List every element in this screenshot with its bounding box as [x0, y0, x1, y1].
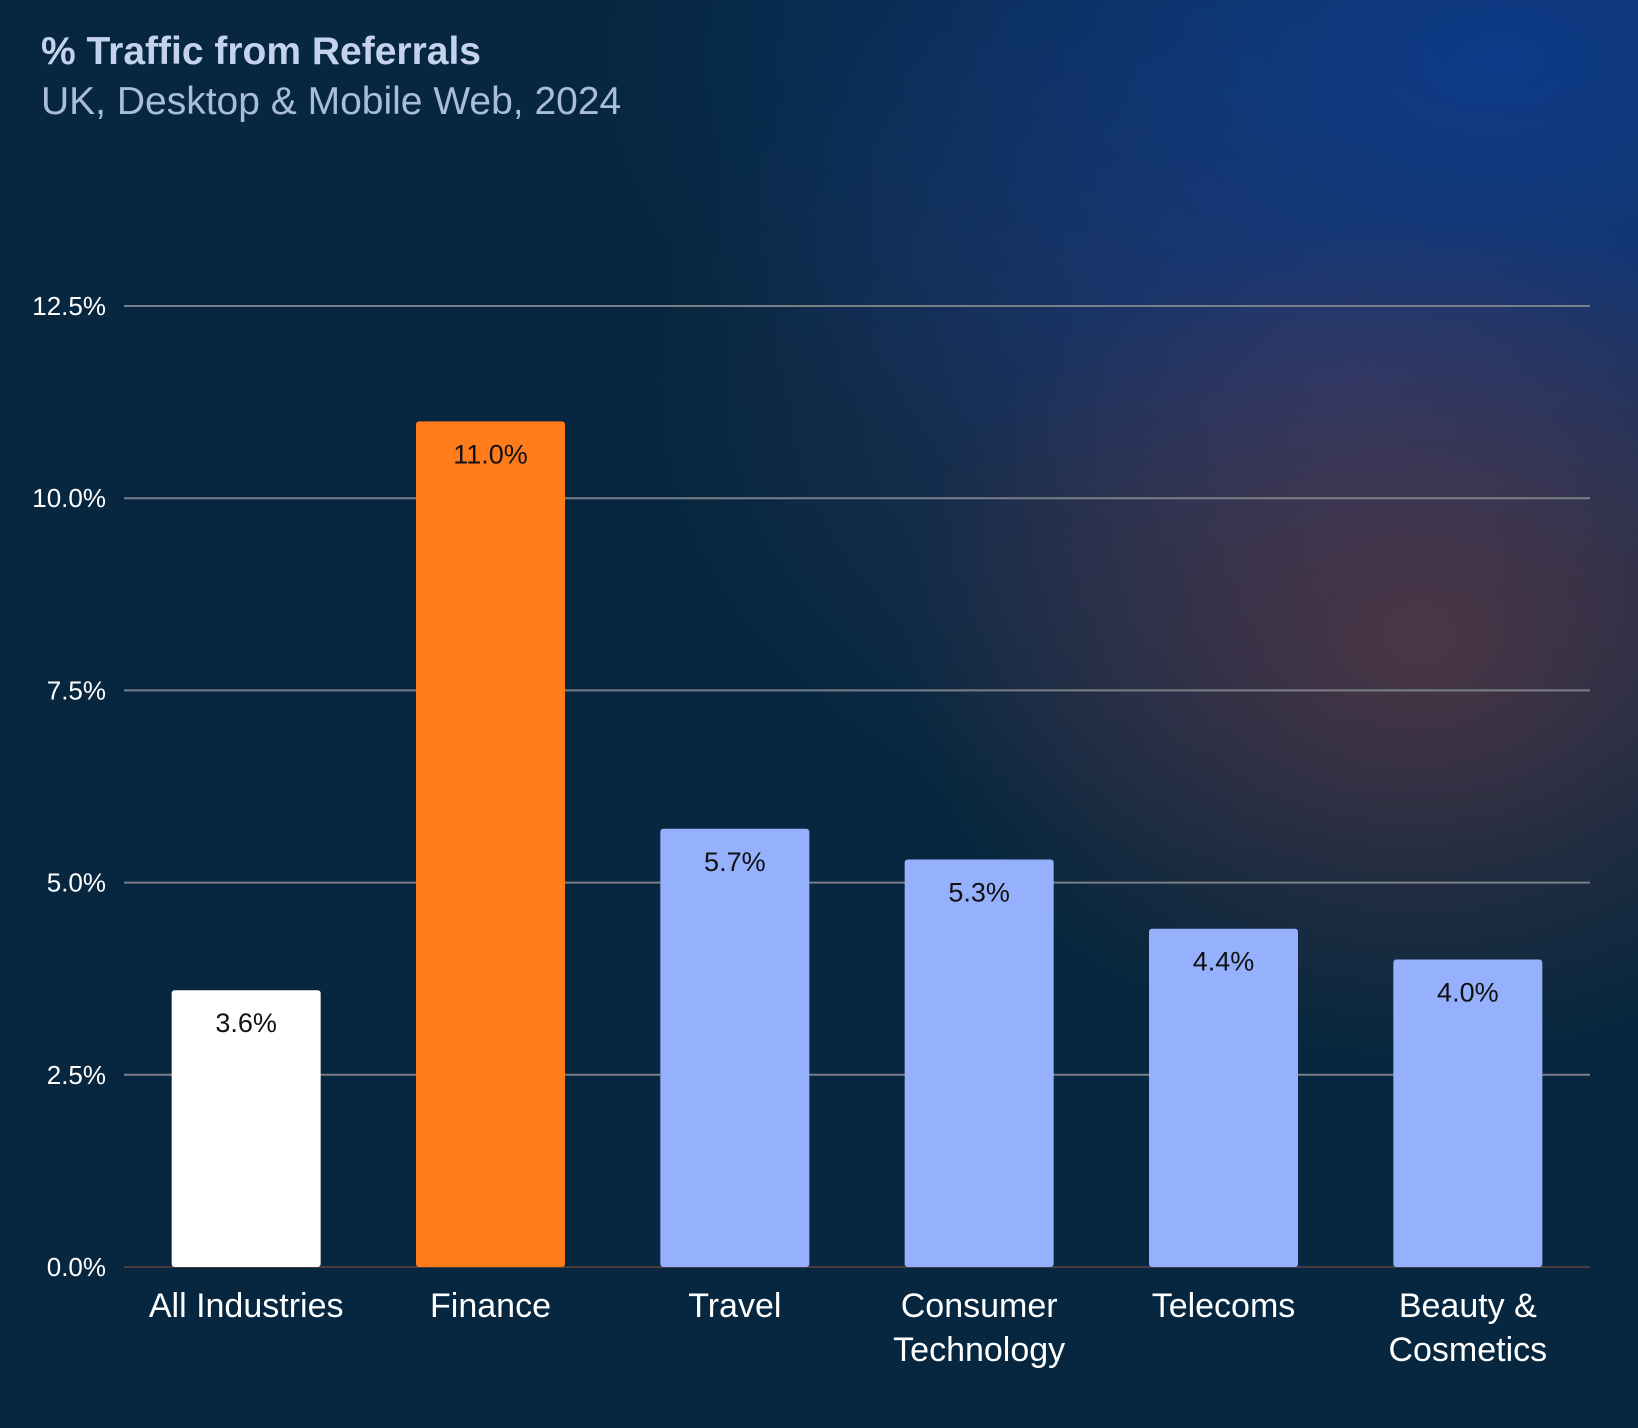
x-axis-category-labels: All Industries Finance Travel Consumer Techn…: [149, 1287, 1547, 1369]
gridlines: [124, 305, 1590, 1268]
chart-subtitle: UK, Desktop & Mobile Web, 2024: [41, 80, 622, 123]
category-label: Technology: [893, 1331, 1065, 1369]
bar: [1149, 928, 1298, 1267]
bar: [171, 990, 321, 1267]
category-label: Consumer: [901, 1287, 1058, 1325]
bar: [416, 421, 565, 1267]
bar-value-label: 5.7%: [704, 847, 766, 877]
bar-value-label: 4.4%: [1193, 947, 1255, 977]
category-label: Telecoms: [1152, 1287, 1296, 1325]
y-tick-label: 10.0%: [32, 483, 106, 513]
bar-value-labels: 3.6% 11.0% 5.7% 5.3% 4.4% 4.0%: [215, 439, 1498, 1038]
y-tick-label: 0.0%: [47, 1252, 106, 1282]
y-axis-tick-labels: 0.0% 2.5% 5.0% 7.5% 10.0% 12.5%: [32, 291, 106, 1282]
bar: [904, 859, 1054, 1267]
y-tick-label: 7.5%: [47, 675, 106, 705]
y-tick-label: 5.0%: [47, 868, 106, 898]
bar-value-label: 4.0%: [1437, 977, 1499, 1007]
bar: [660, 828, 810, 1267]
category-label: Cosmetics: [1388, 1331, 1547, 1369]
bars: [171, 421, 1543, 1267]
bar: [1393, 959, 1543, 1267]
bar-value-label: 11.0%: [453, 439, 528, 469]
y-tick-label: 12.5%: [32, 291, 106, 321]
bar-value-label: 5.3%: [948, 878, 1010, 908]
bar-value-label: 3.6%: [215, 1008, 277, 1038]
category-label: Finance: [430, 1287, 551, 1325]
y-tick-label: 2.5%: [47, 1060, 106, 1090]
category-label: All Industries: [149, 1287, 344, 1325]
category-label: Travel: [688, 1287, 781, 1325]
chart-title: % Traffic from Referrals: [41, 30, 481, 73]
category-label: Beauty &: [1399, 1287, 1537, 1325]
